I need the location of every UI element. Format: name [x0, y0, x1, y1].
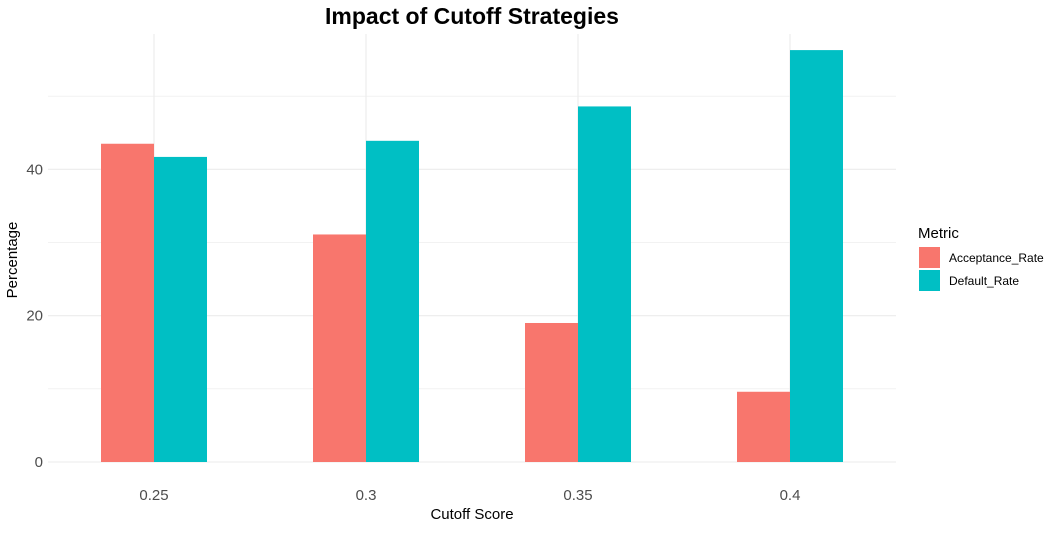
x-tick-label: 0.3	[356, 487, 377, 504]
legend-swatch-acceptance-rate	[919, 247, 940, 268]
legend-label-acceptance-rate: Acceptance_Rate	[949, 251, 1044, 265]
legend-label-default-rate: Default_Rate	[949, 274, 1019, 288]
bar-default-rate-0-25	[154, 156, 207, 462]
bar-acceptance-rate-0-25	[101, 143, 154, 462]
x-tick-label: 0.4	[780, 487, 801, 504]
y-tick-label: 20	[26, 308, 43, 325]
bars-layer	[101, 50, 843, 463]
bar-default-rate-0-4	[790, 50, 843, 462]
legend-swatch-default-rate	[919, 270, 940, 291]
x-axis-title: Cutoff Score	[430, 506, 513, 523]
legend: Metric Acceptance_Rate Default_Rate	[918, 225, 1044, 291]
chart-title: Impact of Cutoff Strategies	[325, 3, 619, 29]
axis-layer: 0 20 40 0.25 0.3 0.35 0.4	[26, 161, 800, 504]
bar-acceptance-rate-0-3	[313, 234, 366, 462]
bar-acceptance-rate-0-4	[737, 391, 790, 462]
y-tick-label: 40	[26, 161, 43, 178]
bar-acceptance-rate-0-35	[525, 322, 578, 462]
legend-items: Acceptance_Rate Default_Rate	[919, 247, 1044, 291]
y-axis-title: Percentage	[4, 222, 21, 299]
x-tick-label: 0.35	[563, 487, 592, 504]
y-tick-label: 0	[35, 454, 43, 471]
bar-default-rate-0-3	[366, 140, 419, 463]
legend-title: Metric	[918, 225, 959, 242]
x-tick-label: 0.25	[139, 487, 168, 504]
bar-default-rate-0-35	[578, 106, 631, 462]
